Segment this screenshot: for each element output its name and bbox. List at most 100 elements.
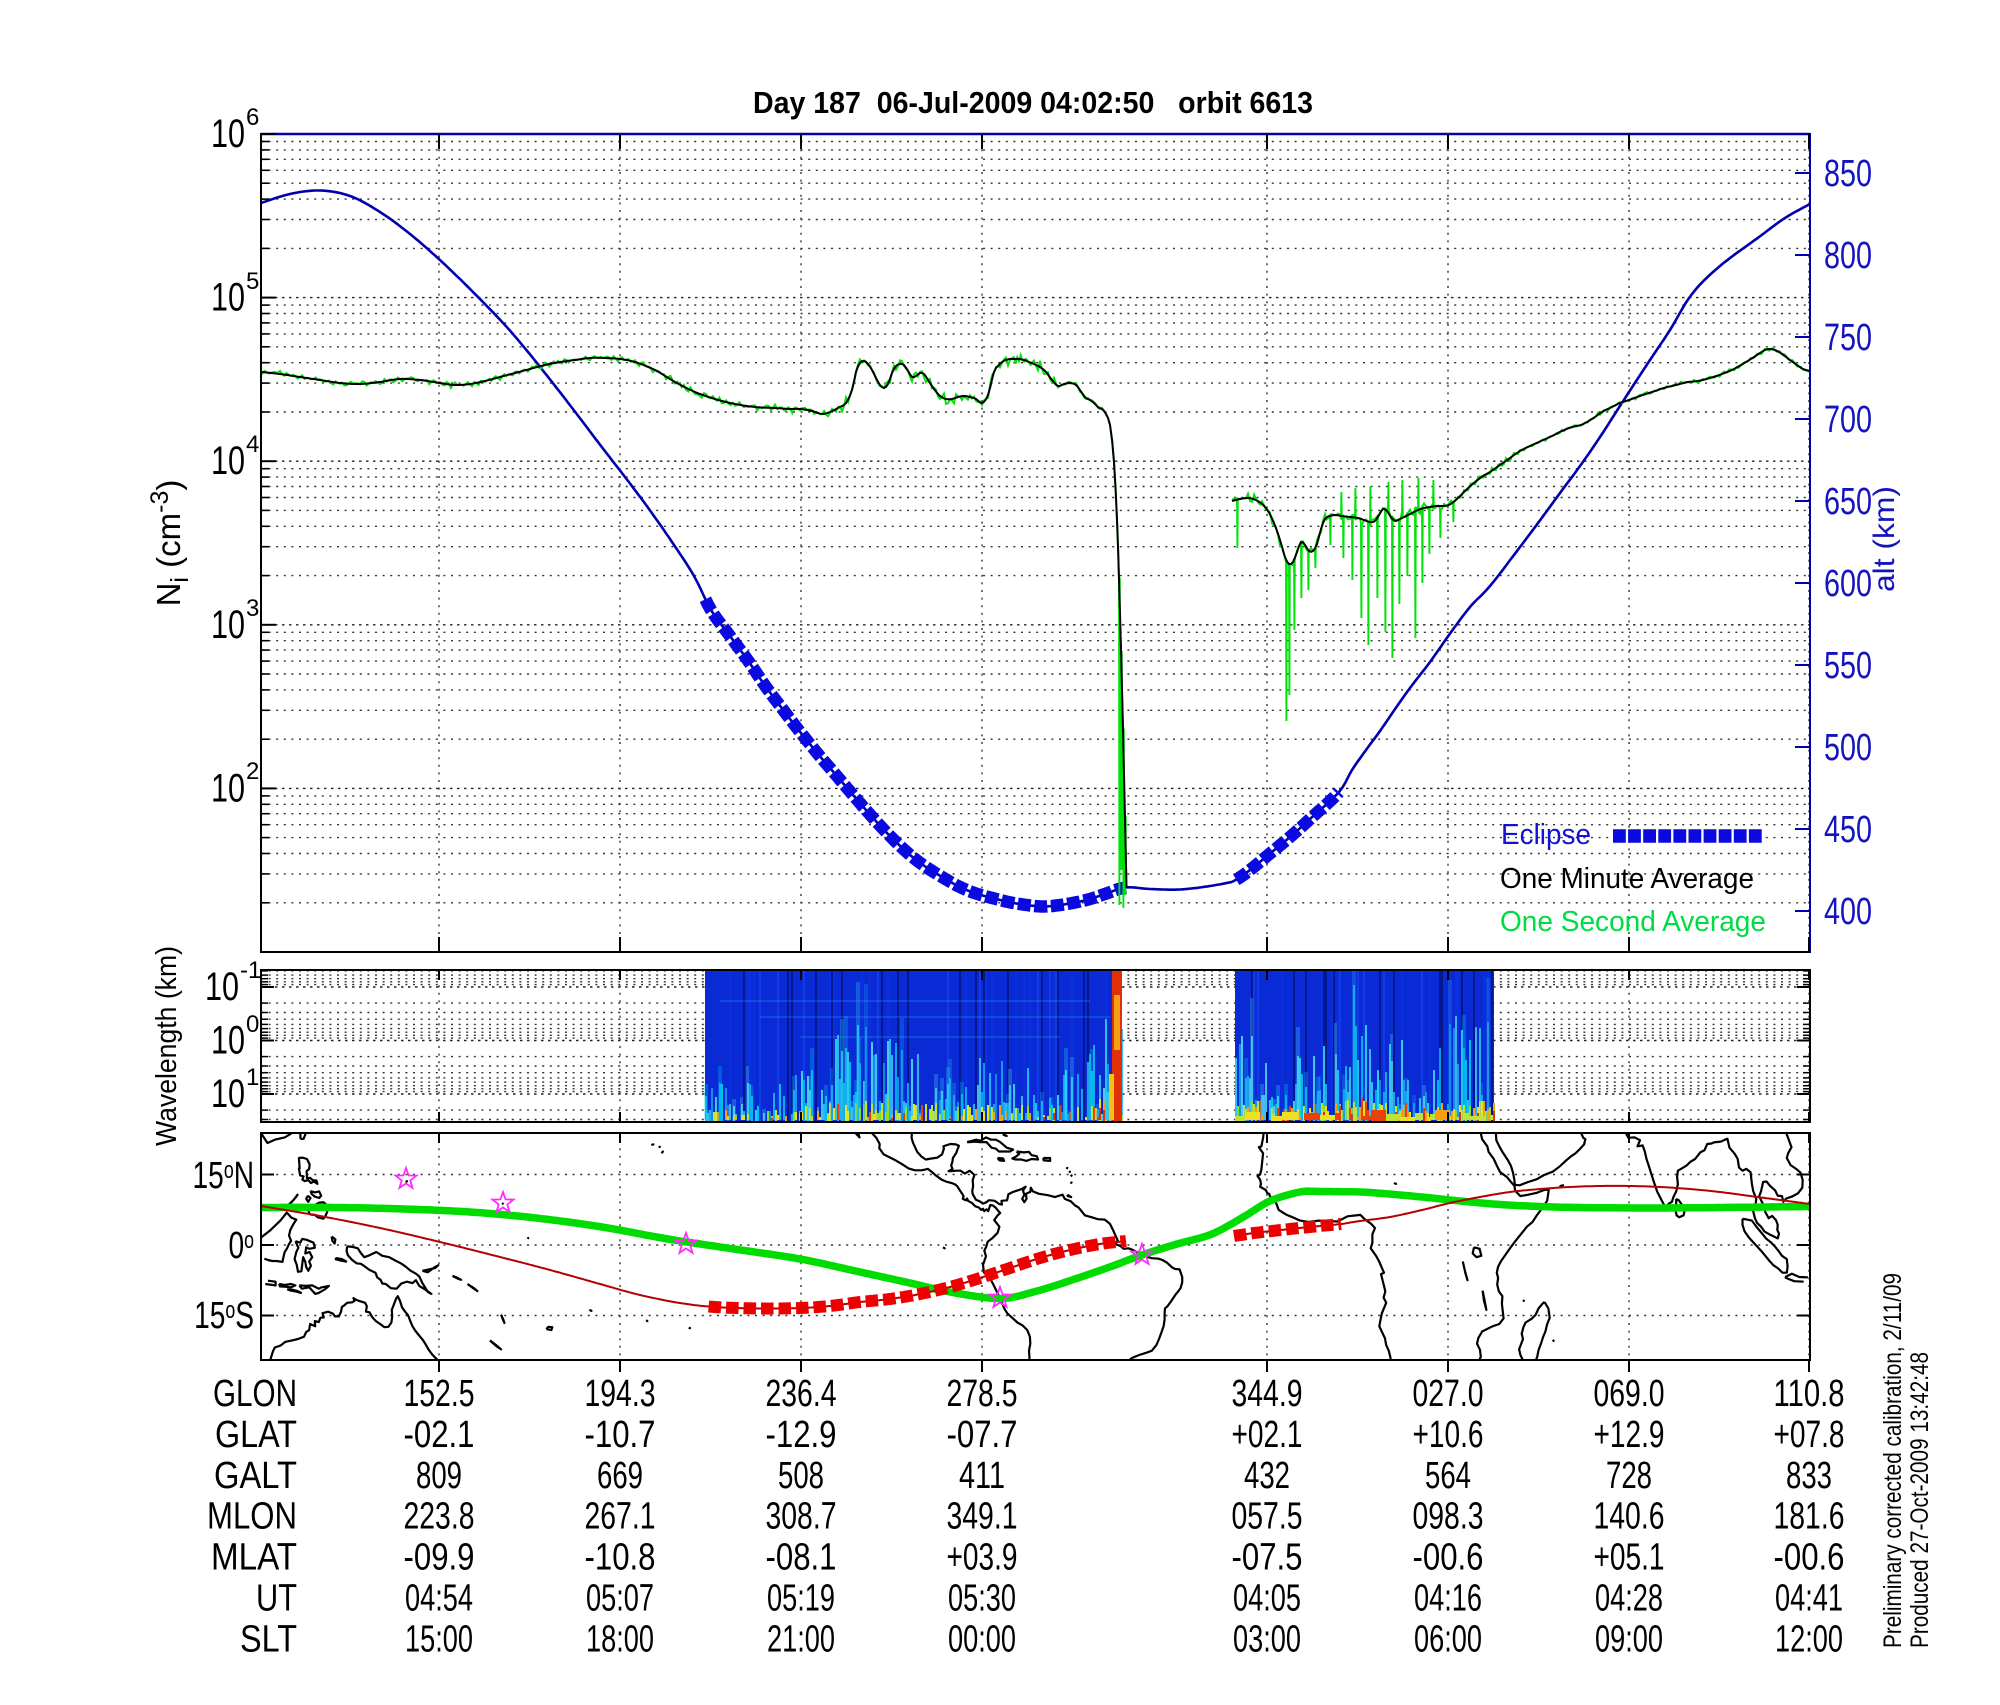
svg-text:750: 750: [1824, 317, 1872, 359]
svg-text:308.7: 308.7: [766, 1496, 837, 1538]
svg-text:650: 650: [1824, 481, 1872, 523]
svg-text:500: 500: [1824, 727, 1872, 769]
svg-text:04:41: 04:41: [1775, 1578, 1843, 1620]
svg-text:One Second Average: One Second Average: [1500, 906, 1766, 938]
svg-text:-10.7: -10.7: [585, 1414, 656, 1456]
svg-text:223.8: 223.8: [404, 1496, 475, 1538]
svg-text:10: 10: [211, 276, 245, 320]
svg-text:05:07: 05:07: [586, 1578, 654, 1620]
svg-text:450: 450: [1824, 809, 1872, 851]
svg-text:04:05: 04:05: [1233, 1578, 1301, 1620]
svg-text:6: 6: [246, 104, 259, 131]
svg-text:-10.8: -10.8: [585, 1537, 656, 1579]
svg-text:508: 508: [778, 1455, 824, 1497]
svg-text:833: 833: [1786, 1455, 1832, 1497]
svg-text:+03.9: +03.9: [947, 1537, 1018, 1579]
svg-text:+12.9: +12.9: [1594, 1414, 1665, 1456]
svg-text:4: 4: [246, 431, 259, 458]
svg-text:+05.1: +05.1: [1594, 1537, 1665, 1579]
svg-text:21:00: 21:00: [767, 1618, 835, 1660]
svg-text:140.6: 140.6: [1594, 1496, 1665, 1538]
svg-text:-00.6: -00.6: [1413, 1537, 1484, 1579]
svg-text:-09.9: -09.9: [404, 1537, 475, 1579]
svg-text:027.0: 027.0: [1413, 1373, 1484, 1415]
svg-text:-08.1: -08.1: [766, 1537, 837, 1579]
svg-text:SLT: SLT: [240, 1618, 297, 1660]
svg-text:344.9: 344.9: [1232, 1373, 1303, 1415]
svg-text:15:00: 15:00: [405, 1618, 473, 1660]
svg-text:04:16: 04:16: [1414, 1578, 1482, 1620]
svg-text:+07.8: +07.8: [1774, 1414, 1845, 1456]
svg-text:Ni (cm-3): Ni (cm-3): [146, 480, 194, 607]
svg-text:12:00: 12:00: [1775, 1618, 1843, 1660]
svg-text:Day 187 06-Jul-2009 04:02:50: Day 187 06-Jul-2009 04:02:50 orbit 6613: [753, 85, 1313, 120]
svg-text:10: 10: [211, 766, 245, 810]
svg-text:10: 10: [211, 112, 245, 156]
svg-text:03:00: 03:00: [1233, 1618, 1301, 1660]
svg-text:One Minute Average: One Minute Average: [1500, 863, 1754, 895]
svg-text:05:19: 05:19: [767, 1578, 835, 1620]
svg-text:-12.9: -12.9: [766, 1414, 837, 1456]
svg-text:GALT: GALT: [214, 1455, 297, 1497]
svg-text:04:28: 04:28: [1595, 1578, 1663, 1620]
svg-text:809: 809: [416, 1455, 462, 1497]
svg-text:669: 669: [597, 1455, 643, 1497]
svg-text:057.5: 057.5: [1232, 1496, 1303, 1538]
svg-text:728: 728: [1606, 1455, 1652, 1497]
svg-text:400: 400: [1824, 891, 1872, 933]
svg-text:09:00: 09:00: [1595, 1618, 1663, 1660]
svg-text:+10.6: +10.6: [1413, 1414, 1484, 1456]
svg-text:069.0: 069.0: [1594, 1373, 1665, 1415]
svg-text:550: 550: [1824, 645, 1872, 687]
svg-text:GLON: GLON: [213, 1373, 297, 1415]
svg-text:15oS: 15oS: [194, 1295, 254, 1337]
svg-text:-1: -1: [240, 957, 261, 984]
svg-text:152.5: 152.5: [404, 1373, 475, 1415]
svg-text:Eclipse: Eclipse: [1501, 819, 1591, 851]
svg-text:236.4: 236.4: [766, 1373, 837, 1415]
svg-text:564: 564: [1425, 1455, 1471, 1497]
svg-text:194.3: 194.3: [585, 1373, 656, 1415]
svg-text:Wavelength (km): Wavelength (km): [151, 946, 183, 1146]
svg-text:18:00: 18:00: [586, 1618, 654, 1660]
svg-text:-07.5: -07.5: [1232, 1537, 1303, 1579]
svg-text:278.5: 278.5: [947, 1373, 1018, 1415]
svg-text:+02.1: +02.1: [1232, 1414, 1303, 1456]
svg-text:411: 411: [959, 1455, 1005, 1497]
svg-text:2: 2: [246, 758, 259, 785]
svg-text:850: 850: [1824, 153, 1872, 195]
svg-text:05:30: 05:30: [948, 1578, 1016, 1620]
svg-text:alt (km): alt (km): [1868, 486, 1901, 592]
svg-text:Produced 27-Oct-2009 13:42:48: Produced 27-Oct-2009 13:42:48: [1906, 1352, 1934, 1648]
svg-text:098.3: 098.3: [1413, 1496, 1484, 1538]
svg-text:-07.7: -07.7: [947, 1414, 1018, 1456]
svg-text:06:00: 06:00: [1414, 1618, 1482, 1660]
svg-text:267.1: 267.1: [585, 1496, 656, 1538]
svg-text:432: 432: [1244, 1455, 1290, 1497]
svg-text:181.6: 181.6: [1774, 1496, 1845, 1538]
svg-text:-02.1: -02.1: [404, 1414, 475, 1456]
svg-text:15oN: 15oN: [193, 1155, 254, 1197]
svg-text:1: 1: [246, 1064, 259, 1091]
svg-text:0: 0: [246, 1011, 259, 1038]
svg-text:800: 800: [1824, 235, 1872, 277]
svg-text:-00.6: -00.6: [1774, 1537, 1845, 1579]
svg-text:700: 700: [1824, 399, 1872, 441]
svg-text:10: 10: [211, 439, 245, 483]
svg-text:10: 10: [211, 1072, 245, 1116]
svg-text:UT: UT: [256, 1578, 297, 1620]
svg-text:3: 3: [246, 595, 259, 622]
svg-text:Preliminary corrected calibrat: Preliminary corrected calibration, 2/11/…: [1879, 1273, 1907, 1648]
svg-text:10: 10: [211, 603, 245, 647]
svg-text:10: 10: [205, 965, 239, 1009]
svg-text:MLAT: MLAT: [211, 1537, 297, 1579]
svg-text:349.1: 349.1: [947, 1496, 1018, 1538]
svg-text:04:54: 04:54: [405, 1578, 473, 1620]
svg-text:110.8: 110.8: [1774, 1373, 1845, 1415]
svg-text:10: 10: [211, 1019, 245, 1063]
svg-text:GLAT: GLAT: [215, 1414, 297, 1456]
svg-text:MLON: MLON: [207, 1496, 297, 1538]
svg-text:600: 600: [1824, 563, 1872, 605]
svg-text:00:00: 00:00: [948, 1618, 1016, 1660]
svg-text:5: 5: [246, 268, 259, 295]
